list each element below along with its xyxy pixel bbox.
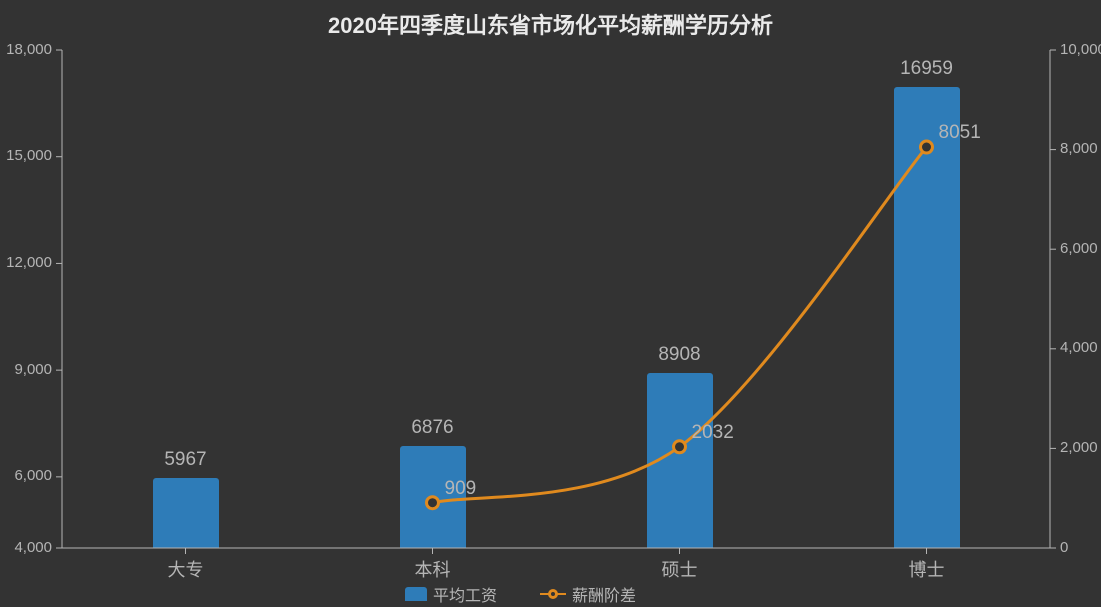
category-label: 硕士	[662, 556, 698, 582]
y-right-tick-label: 6,000	[1060, 240, 1098, 257]
chart-title: 2020年四季度山东省市场化平均薪酬学历分析	[0, 8, 1101, 40]
legend-item-line: 薪酬阶差	[540, 582, 636, 606]
y-left-tick-label: 4,000	[14, 539, 52, 556]
y-right-tick-label: 4,000	[1060, 339, 1098, 356]
bar	[647, 373, 713, 548]
bar-value-label: 8908	[658, 344, 700, 366]
bar-value-label: 5967	[164, 449, 206, 471]
line-value-label: 8051	[939, 122, 981, 144]
bar	[894, 87, 960, 548]
y-left-tick-label: 6,000	[14, 467, 52, 484]
legend-bar-icon	[405, 587, 427, 601]
legend-line-label: 薪酬阶差	[572, 582, 636, 606]
y-left-tick-label: 15,000	[6, 147, 52, 164]
y-right-tick-label: 10,000	[1060, 41, 1101, 58]
y-left-tick-label: 9,000	[14, 361, 52, 378]
legend-line-icon	[540, 593, 566, 595]
line-value-label: 2032	[692, 422, 734, 444]
legend-item-bar: 平均工资	[405, 582, 497, 606]
y-left-tick-label: 12,000	[6, 254, 52, 271]
y-right-tick-label: 2,000	[1060, 439, 1098, 456]
category-label: 本科	[415, 556, 451, 582]
bar	[153, 478, 219, 548]
line-value-label: 909	[445, 478, 477, 500]
y-right-tick-label: 0	[1060, 539, 1068, 556]
category-label: 博士	[909, 556, 945, 582]
bar-value-label: 16959	[900, 58, 953, 80]
legend-bar-label: 平均工资	[433, 582, 497, 606]
y-left-tick-label: 18,000	[6, 41, 52, 58]
bar-value-label: 6876	[411, 417, 453, 439]
y-right-tick-label: 8,000	[1060, 140, 1098, 157]
category-label: 大专	[168, 556, 204, 582]
